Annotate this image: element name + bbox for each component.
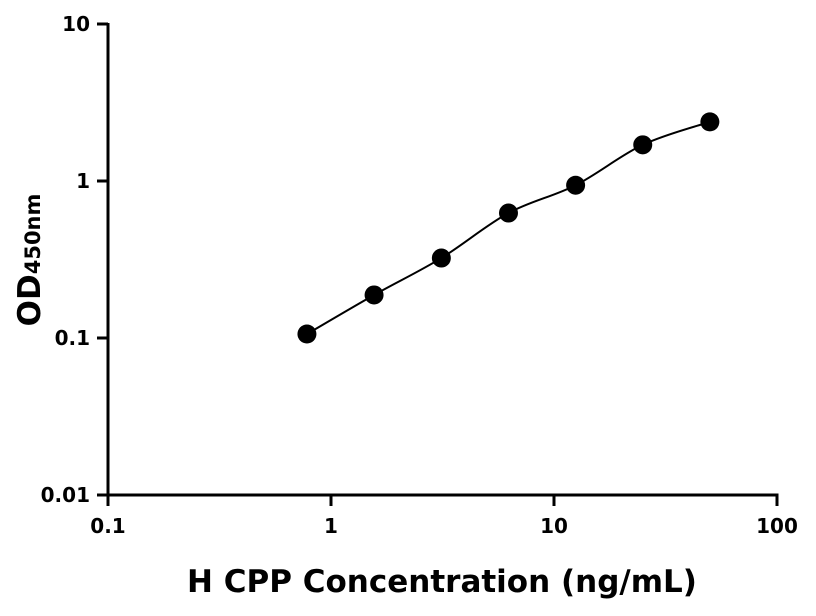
fit-curve [306,120,711,335]
x-tick-label: 1 [324,514,338,538]
data-point [364,285,384,305]
data-points [297,112,720,344]
data-point [297,324,317,344]
y-tick-label: 0.01 [41,483,90,507]
y-axis-label: OD450nm [12,194,48,327]
y-axis-label-subscript: 450nm [21,194,45,275]
y-tick-label: 10 [62,12,90,36]
data-point [700,112,720,132]
y-axis-label-main: OD [12,274,48,326]
data-point [498,203,518,223]
y-tick-label: 0.1 [55,326,90,350]
x-axis-label: H CPP Concentration (ng/mL) [187,564,697,600]
x-tick-label: 10 [540,514,568,538]
y-tick-label: 1 [76,169,90,193]
data-point [431,248,451,268]
data-point [566,175,586,195]
data-point [633,135,653,155]
axes [106,23,779,497]
x-tick-label: 100 [756,514,798,538]
x-tick-label: 0.1 [90,514,125,538]
